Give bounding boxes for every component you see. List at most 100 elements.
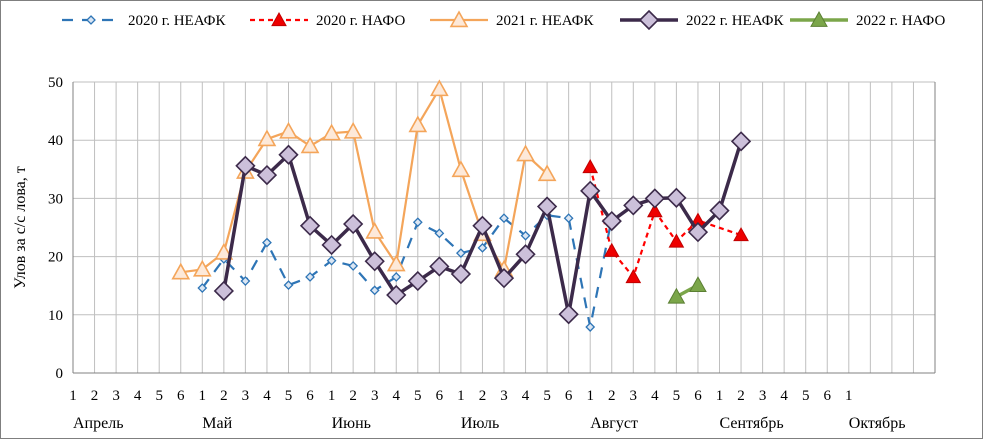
data-point-series-2	[192, 259, 212, 277]
data-point-series-2	[386, 254, 406, 272]
legend-marker-1	[271, 11, 287, 27]
data-point-series-0	[348, 260, 359, 271]
data-point-series-0	[369, 285, 380, 296]
y-tick-label: 30	[48, 191, 63, 207]
data-point-series-3	[666, 187, 687, 208]
x-tick-label: 2	[220, 388, 228, 404]
month-label: Август	[590, 415, 638, 432]
data-point-series-3	[709, 200, 730, 221]
x-tick-label: 2	[479, 388, 487, 404]
x-tick-label: 1	[586, 388, 594, 404]
legend-marker-2	[449, 10, 469, 28]
x-tick-label: 1	[716, 388, 724, 404]
x-tick-label: 3	[371, 388, 379, 404]
data-point-series-1	[733, 227, 749, 242]
data-point-series-0	[283, 280, 294, 291]
x-tick-label: 1	[845, 388, 853, 404]
data-point-series-3	[687, 222, 709, 243]
data-point-series-2	[279, 121, 298, 139]
y-axis-label: Улов за с/с лова, т	[12, 166, 29, 289]
data-point-series-3	[213, 280, 234, 302]
data-point-series-2	[257, 129, 277, 147]
data-point-series-3	[386, 284, 407, 306]
data-point-series-3	[472, 215, 493, 236]
data-point-series-3	[730, 131, 752, 152]
series-line-0	[201, 214, 613, 329]
x-tick-label: 3	[500, 388, 508, 404]
x-tick-label: 4	[651, 388, 659, 404]
data-point-series-0	[477, 242, 488, 253]
y-tick-label: 10	[48, 308, 63, 324]
data-point-series-3	[299, 215, 321, 236]
data-point-series-0	[563, 213, 574, 224]
month-label: Июль	[461, 415, 499, 432]
data-point-series-2	[343, 121, 363, 139]
x-tick-label: 4	[393, 388, 401, 404]
data-point-series-3	[278, 144, 299, 165]
legend-label-4: 2022 г. НАФО	[856, 13, 945, 29]
data-point-series-2	[537, 164, 557, 182]
x-tick-label: 1	[69, 388, 77, 404]
x-tick-label: 6	[306, 388, 314, 404]
data-point-series-3	[623, 195, 644, 216]
data-point-series-3	[450, 263, 472, 285]
legend-marker-0	[86, 15, 96, 25]
data-point-series-2	[408, 115, 428, 133]
y-tick-label: 50	[48, 75, 63, 91]
x-tick-label: 2	[608, 388, 616, 404]
legend-marker-3	[638, 9, 660, 31]
data-point-series-2	[516, 144, 535, 162]
x-tick-label: 5	[802, 388, 810, 404]
x-tick-label: 4	[263, 388, 271, 404]
data-point-series-0	[262, 237, 272, 248]
legend-label-0: 2020 г. НЕАФК	[128, 13, 226, 29]
data-point-series-0	[391, 272, 402, 282]
month-label: Сентябрь	[720, 415, 784, 432]
data-point-series-2	[171, 262, 191, 280]
data-point-series-1	[647, 203, 663, 218]
data-point-series-1	[582, 158, 599, 174]
y-tick-label: 40	[48, 133, 63, 149]
data-point-series-3	[343, 213, 364, 235]
data-point-series-2	[429, 79, 449, 97]
data-point-series-1	[668, 233, 685, 248]
data-point-series-3	[407, 270, 428, 292]
data-point-series-0	[585, 322, 596, 332]
data-point-series-0	[520, 230, 531, 241]
data-point-series-2	[300, 136, 320, 154]
month-label: Октябрь	[849, 415, 906, 432]
data-point-series-0	[412, 217, 423, 228]
month-label: Май	[202, 415, 232, 432]
legend-label-1: 2020 г. НАФО	[316, 13, 405, 29]
x-tick-label: 5	[543, 388, 551, 404]
data-point-series-0	[434, 228, 445, 239]
data-point-series-0	[499, 213, 509, 224]
x-tick-label: 3	[630, 388, 638, 404]
data-point-series-3	[235, 155, 256, 176]
data-point-series-3	[364, 251, 385, 272]
x-tick-label: 5	[673, 388, 681, 404]
data-point-series-2	[365, 221, 385, 239]
x-tick-label: 5	[414, 388, 422, 404]
x-tick-label: 6	[436, 388, 444, 404]
x-tick-label: 6	[565, 388, 573, 404]
x-tick-label: 4	[134, 388, 142, 404]
x-tick-label: 3	[759, 388, 767, 404]
x-tick-label: 4	[522, 388, 530, 404]
data-point-series-0	[455, 248, 466, 259]
legend-label-3: 2022 г. НЕАФК	[686, 13, 784, 29]
data-point-series-3	[256, 164, 278, 186]
x-tick-label: 1	[457, 388, 465, 404]
data-point-series-4	[689, 276, 707, 293]
x-tick-label: 3	[112, 388, 120, 404]
data-point-series-3	[601, 210, 622, 232]
legend-marker-4	[810, 10, 828, 27]
month-label: Июнь	[332, 415, 371, 432]
month-label: Апрель	[73, 415, 124, 432]
x-tick-label: 6	[824, 388, 832, 404]
data-point-series-1	[603, 242, 620, 257]
data-point-series-4	[667, 287, 686, 304]
data-point-series-1	[625, 268, 642, 284]
data-point-series-0	[326, 255, 337, 266]
